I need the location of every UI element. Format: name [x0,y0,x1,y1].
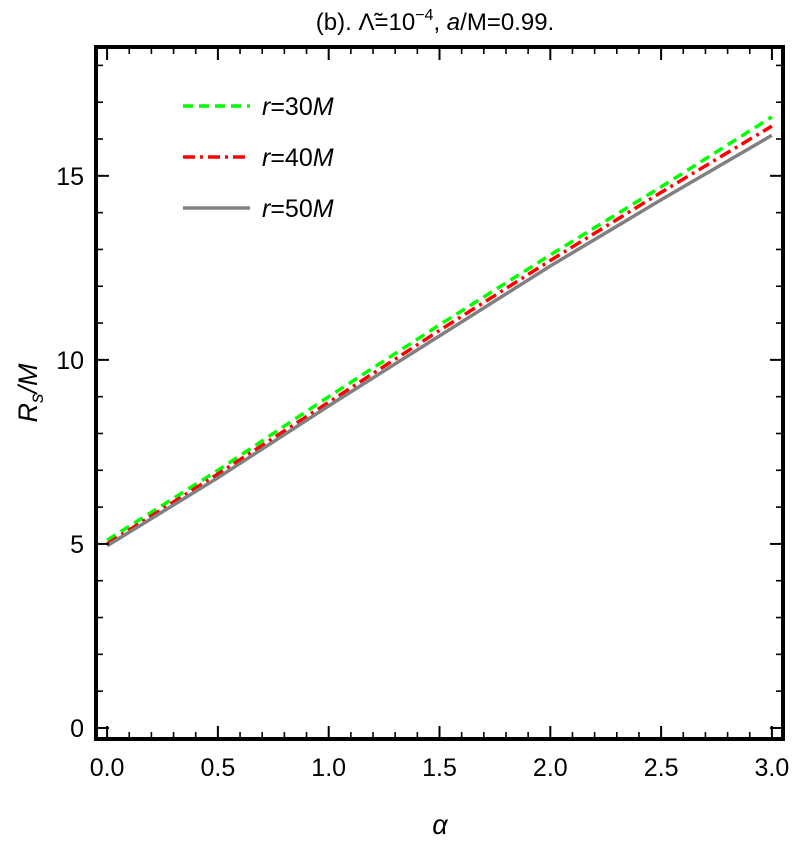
x-tick-label: 1.5 [422,754,457,782]
x-tick-label: 1.0 [311,754,346,782]
y-axis-title: Rs/M [13,363,48,423]
title-exponent: −4 [415,7,433,24]
y-tick-label: 15 [56,163,84,191]
title-eq: =10 [374,9,415,36]
series-line-3 [106,133,773,548]
x-tick-label: 3.0 [755,754,790,782]
legend-label-3: r=50M [262,195,334,223]
series-line-2 [106,124,773,546]
series-layer [106,115,773,548]
plot-frame [94,45,785,741]
y-axis-title-rest: /M [13,363,43,396]
chart-title: (b). Λ̃=10−4, a/M=0.99. [316,7,554,36]
x-axis-title: α [432,810,449,840]
x-tick-label: 0.0 [90,754,125,782]
title-prefix: (b). [316,9,359,36]
x-tick-label: 2.5 [644,754,679,782]
legend-label-2: r=40M [262,144,334,172]
x-tick-label: 0.5 [201,754,236,782]
title-sep: , [433,9,446,36]
y-axis-title-main: R [13,403,43,423]
y-tick-label: 5 [70,531,84,559]
legend-label-1: r=30M [262,93,334,121]
legend: r=30M r=40M r=50M [183,93,334,223]
y-axis-title-sub: s [27,393,48,403]
title-a: a [447,9,460,36]
y-tick-label: 10 [56,347,84,375]
tick-layer: 0.0 0.5 1.0 1.5 2.0 2.5 3.0 0 5 10 15 [56,47,789,782]
y-tick-label: 0 [70,715,84,743]
series-line-1 [106,115,773,542]
title-rest: /M=0.99. [460,9,554,36]
x-tick-label: 2.0 [533,754,568,782]
